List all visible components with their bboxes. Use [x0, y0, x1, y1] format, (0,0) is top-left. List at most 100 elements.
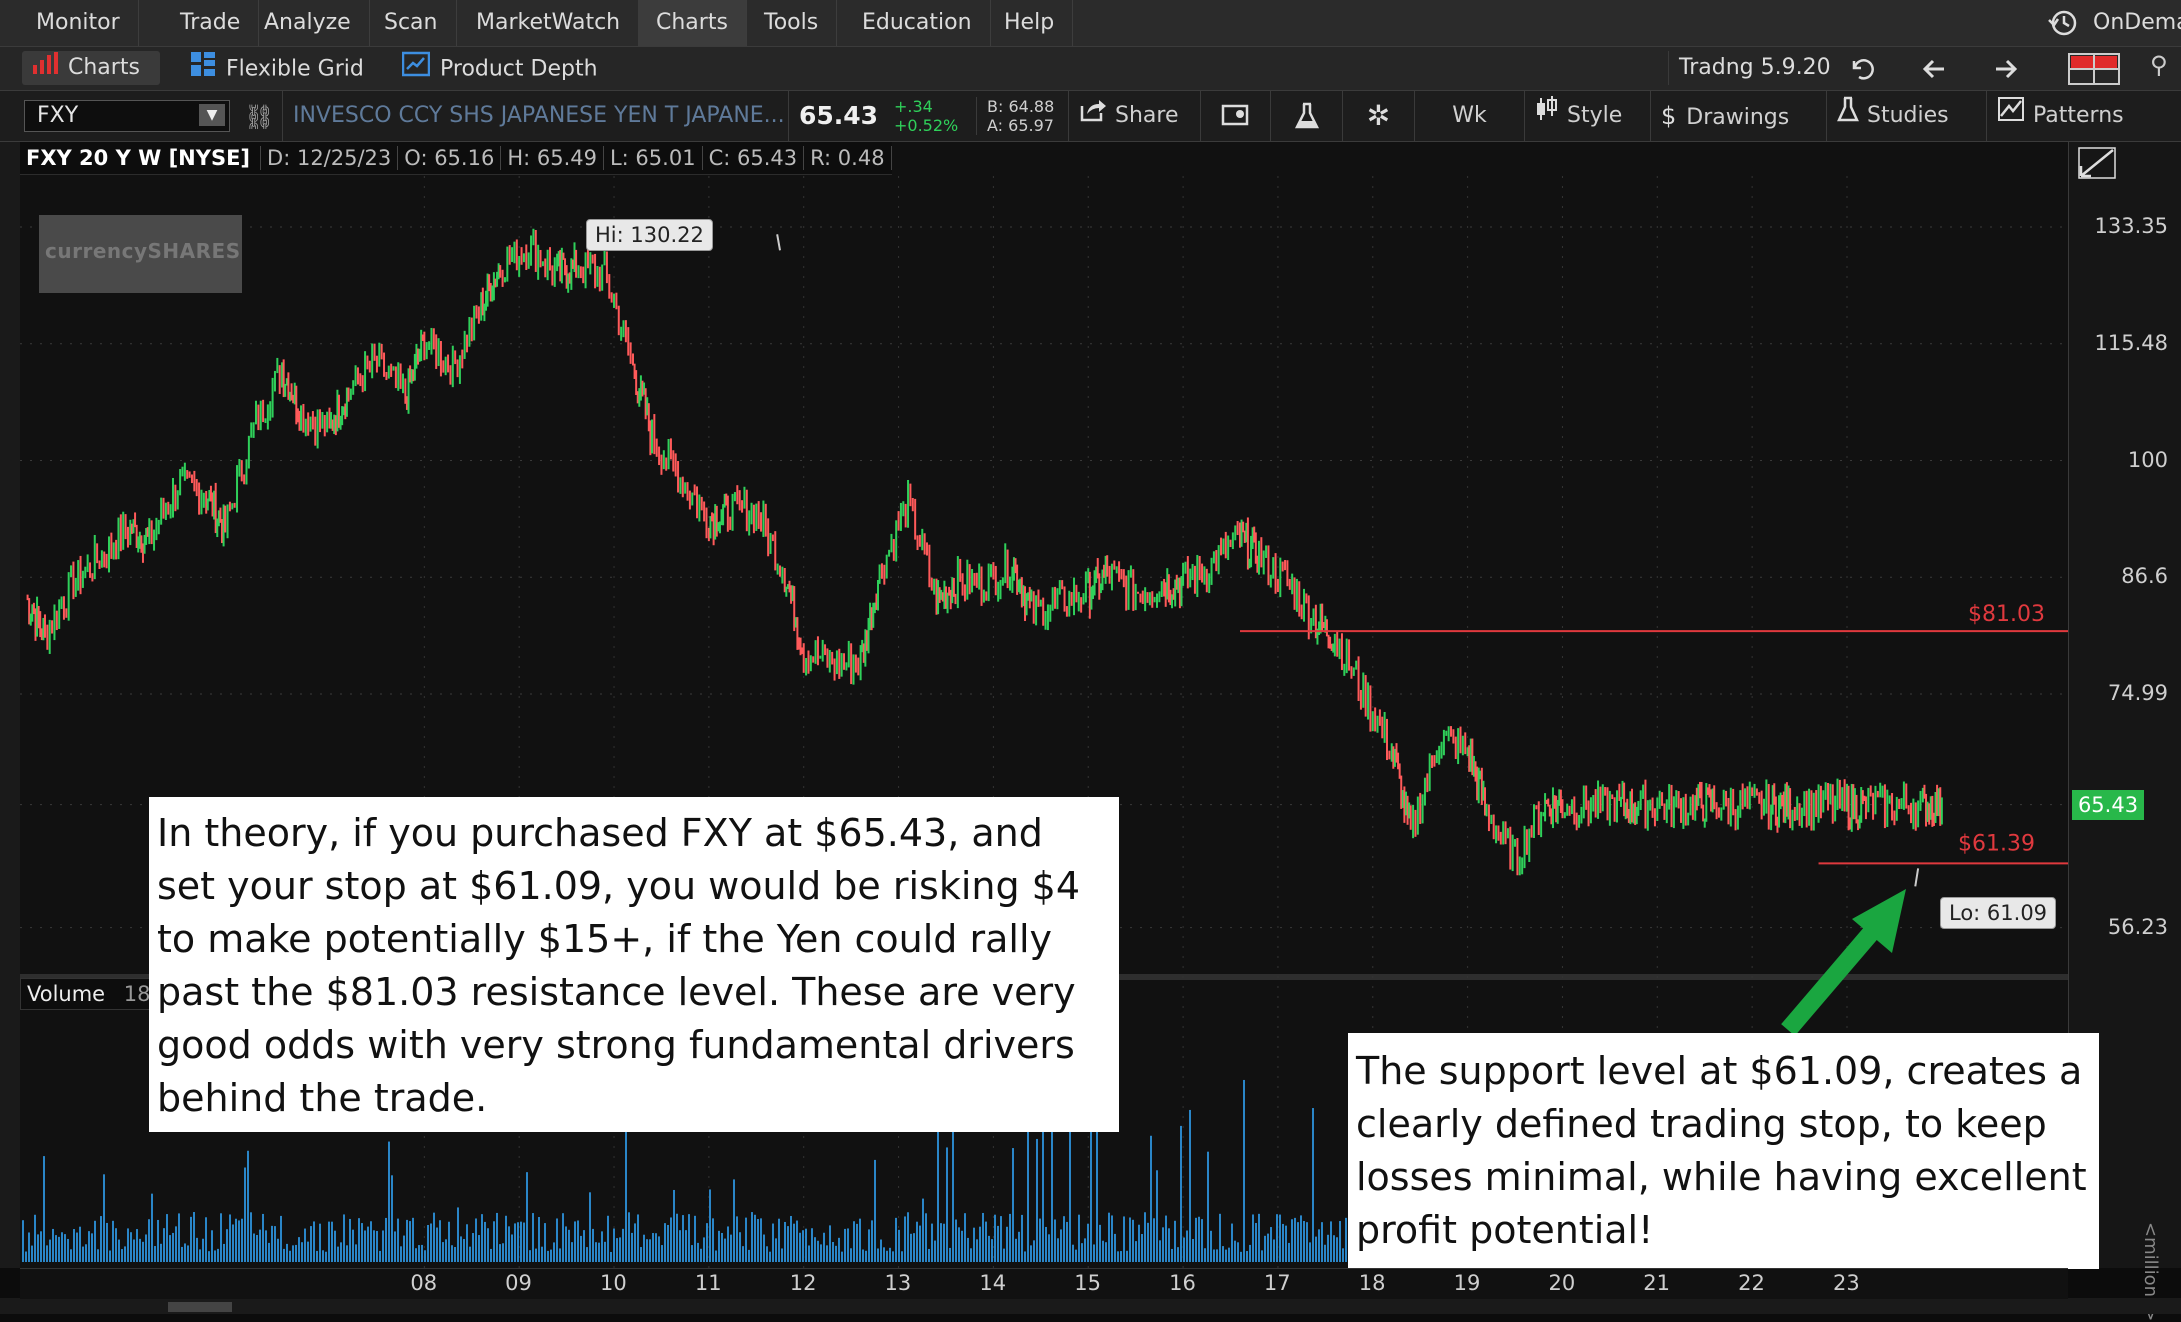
studies-menu[interactable]: Studies	[1826, 91, 1986, 141]
chart-toolbar-row: Charts Flexible Grid Product Depth Tradn…	[0, 47, 2181, 91]
menu-charts[interactable]: Charts	[638, 0, 747, 46]
volume-bar	[1222, 1246, 1224, 1262]
grid-icon	[190, 51, 216, 88]
menu-tools[interactable]: Tools	[746, 0, 838, 46]
volume-bar	[409, 1221, 411, 1262]
volume-bar	[1063, 1216, 1065, 1262]
product-depth-icon	[401, 51, 431, 88]
undo-icon[interactable]	[1848, 57, 1876, 85]
volume-bar	[733, 1179, 735, 1262]
volume-bar	[649, 1239, 651, 1262]
volume-bar	[595, 1242, 597, 1262]
volume-bar	[1330, 1221, 1332, 1262]
volume-bar	[1228, 1247, 1230, 1262]
volume-bar	[181, 1246, 183, 1262]
symbol-input[interactable]: FXY ▼	[24, 100, 230, 132]
time-axis[interactable]: 08 09 10 11 12 13 14 15 16 17 18 19 20 21 22 23	[20, 1268, 2068, 1299]
patterns-menu[interactable]: Patterns	[1986, 91, 2181, 141]
drawings-menu[interactable]: $ Drawings	[1650, 91, 1826, 141]
volume-bar	[832, 1241, 834, 1262]
volume-bar	[70, 1249, 72, 1262]
volume-bar	[778, 1218, 780, 1262]
menu-monitor[interactable]: Monitor	[18, 0, 139, 46]
layout-grid-icon[interactable]	[2068, 53, 2120, 89]
volume-bar	[850, 1248, 852, 1262]
charts-tab-button[interactable]: Charts	[22, 51, 160, 85]
volume-bar	[1003, 1248, 1005, 1262]
volume-bar	[1093, 1244, 1095, 1262]
link-chain-icon[interactable]: ⛓	[244, 103, 275, 131]
volume-bar	[361, 1223, 363, 1262]
period-selector[interactable]: Wk	[1414, 91, 1524, 141]
volume-bar	[157, 1219, 159, 1262]
menu-help[interactable]: Help	[986, 0, 1074, 46]
ondemand-label[interactable]: OnDema	[2093, 10, 2181, 35]
link-icon[interactable]: ⚲	[2150, 51, 2168, 79]
volume-bar	[34, 1214, 36, 1262]
volume-bar	[460, 1236, 462, 1262]
back-arrow-icon[interactable]	[1920, 57, 1948, 85]
volume-bar	[559, 1248, 561, 1262]
forward-arrow-icon[interactable]	[1992, 57, 2020, 85]
volume-bar	[766, 1246, 768, 1262]
volume-bar	[385, 1217, 387, 1262]
product-depth-button[interactable]: Product Depth	[392, 51, 608, 85]
volume-bar	[826, 1245, 828, 1262]
flag-icon[interactable]	[1200, 91, 1270, 141]
time-axis-tick: 10	[600, 1271, 627, 1295]
chart-low: L: 65.01	[603, 146, 703, 170]
volume-bar	[871, 1220, 873, 1262]
flask-icon[interactable]	[1270, 91, 1342, 141]
volume-bar	[892, 1251, 894, 1262]
menu-analyze[interactable]: Analyze	[246, 0, 370, 46]
volume-bar	[667, 1224, 669, 1262]
ondemand-icon[interactable]	[2046, 8, 2080, 38]
volume-bar	[919, 1225, 921, 1262]
volume-bar	[1069, 1085, 1071, 1262]
menu-scan[interactable]: Scan	[366, 0, 457, 46]
volume-bar	[910, 1233, 912, 1262]
horizontal-scrollbar-thumb[interactable]	[168, 1302, 232, 1312]
low-price-flag: Lo: 61.09	[1940, 897, 2057, 929]
volume-bar	[55, 1235, 57, 1262]
volume-bar	[478, 1235, 480, 1262]
volume-bar	[781, 1248, 783, 1262]
gear-icon[interactable]: ✲	[1342, 91, 1414, 141]
style-menu[interactable]: Style	[1524, 91, 1650, 141]
main-menu-bar: Monitor Trade Analyze Scan MarketWatch C…	[0, 0, 2181, 47]
volume-title: Volume	[27, 982, 106, 1006]
volume-bar	[841, 1251, 843, 1262]
volume-bar	[646, 1239, 648, 1262]
price-tick: 74.99	[2107, 681, 2168, 706]
volume-bar	[1150, 1135, 1152, 1262]
volume-bar	[1189, 1109, 1191, 1262]
share-button[interactable]: Share	[1068, 91, 1200, 141]
volume-bar	[1183, 1237, 1185, 1262]
share-label: Share	[1115, 103, 1179, 128]
menu-marketwatch[interactable]: MarketWatch	[458, 0, 640, 46]
trading-version-label[interactable]: Tradng 5.9.20	[1668, 51, 1841, 85]
volume-bar	[952, 1054, 954, 1262]
last-price: 65.43	[788, 91, 886, 141]
volume-bar	[352, 1229, 354, 1262]
volume-bar	[223, 1243, 225, 1262]
volume-bar	[190, 1216, 192, 1262]
volume-bar	[1327, 1234, 1329, 1262]
volume-bar	[463, 1238, 465, 1262]
chevron-down-icon[interactable]: ▼	[199, 104, 225, 126]
menu-trade[interactable]: Trade	[162, 0, 260, 46]
flexible-grid-button[interactable]: Flexible Grid	[180, 51, 374, 85]
volume-bar	[1210, 1230, 1212, 1262]
volume-label: Volume 18	[20, 978, 158, 1010]
volume-bar	[727, 1226, 729, 1262]
menu-education[interactable]: Education	[844, 0, 991, 46]
ask-value: A: 65.97	[987, 116, 1054, 135]
volume-bar	[316, 1250, 318, 1262]
volume-bar	[946, 1147, 948, 1262]
volume-bar	[1030, 1245, 1032, 1262]
volume-bar	[580, 1235, 582, 1262]
volume-bar	[1120, 1251, 1122, 1262]
volume-bar	[511, 1234, 513, 1262]
volume-bar	[1291, 1219, 1293, 1262]
draw-line-icon[interactable]	[2077, 146, 2117, 184]
